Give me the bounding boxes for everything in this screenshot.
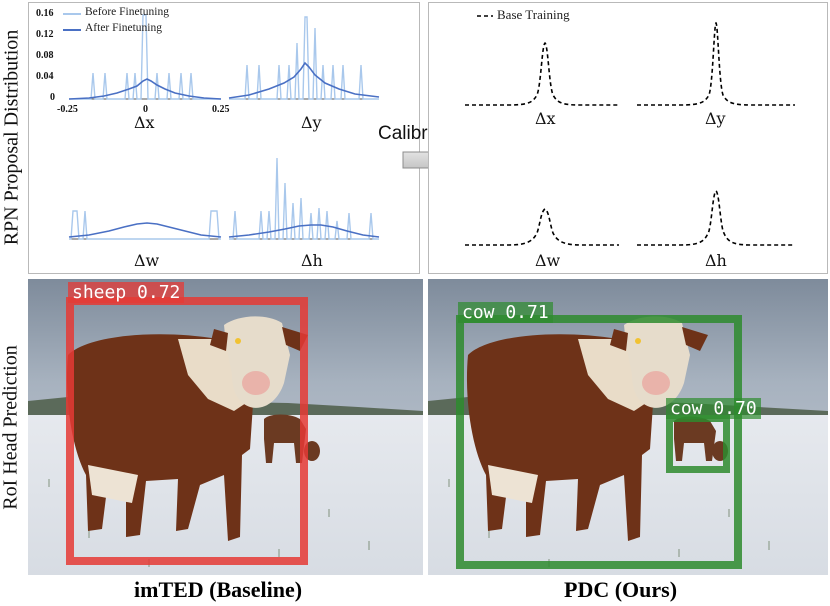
- base-label-dx: Δx: [535, 109, 556, 128]
- caption-ours: PDC (Ours): [564, 577, 678, 602]
- base-label-dw: Δw: [535, 251, 561, 270]
- label-dh: Δh: [301, 251, 323, 270]
- pdc-label-cow-large: cow 0.71: [458, 302, 553, 323]
- dh-after-series: [228, 224, 380, 238]
- roi-prediction-label: RoI Head Prediction: [0, 345, 22, 510]
- pdc-detection-photo: cow 0.71 cow 0.70: [428, 279, 828, 575]
- label-dw: Δw: [134, 251, 160, 270]
- base-dy-curve: [637, 21, 795, 106]
- baseline-detection-photo: sheep 0.72: [28, 279, 423, 575]
- legend-base-label: Base Training: [497, 7, 570, 22]
- legend-after-label: After Finetuning: [85, 22, 162, 34]
- y-tick-2: 0.08: [36, 50, 54, 61]
- y-tick-1: 0.12: [36, 29, 54, 40]
- finetuning-distribution-panel: Before Finetuning After Finetuning 0.16 …: [28, 2, 420, 274]
- dw-after-series: [68, 222, 222, 238]
- baseline-box-sheep[interactable]: [66, 297, 308, 565]
- dy-before-series: [229, 16, 379, 100]
- base-dw-curve: [465, 208, 619, 246]
- base-training-plots: [465, 15, 795, 246]
- base-label-dy: Δy: [705, 109, 726, 128]
- pdc-box-cow-large[interactable]: [456, 315, 742, 569]
- x-tick-0: -0.25: [57, 104, 78, 115]
- legend-before-label: Before Finetuning: [85, 6, 169, 18]
- y-tick-4: 0: [50, 92, 55, 103]
- base-label-dh: Δh: [705, 251, 727, 270]
- rpn-distribution-label: RPN Proposal Distribution: [0, 29, 23, 246]
- x-tick-2: 0.25: [212, 104, 230, 115]
- dy-after-series: [228, 61, 380, 99]
- label-dy: Δy: [301, 113, 322, 132]
- y-tick-0: 0.16: [36, 8, 54, 19]
- base-training-panel: Base Training Δx Δy Δw Δh: [428, 2, 828, 274]
- y-tick-3: 0.04: [36, 71, 54, 82]
- caption-baseline: imTED (Baseline): [134, 577, 303, 602]
- dh-before-series: [229, 157, 379, 240]
- dx-after-series: [68, 78, 222, 100]
- label-dx: Δx: [134, 113, 155, 132]
- pdc-box-cow-small[interactable]: [666, 415, 730, 473]
- cow-scene-image-2: [428, 279, 828, 575]
- dx-before-series: [69, 14, 221, 100]
- base-dh-curve: [637, 190, 795, 246]
- x-tick-1: 0: [143, 104, 148, 115]
- finetuning-plots: [63, 13, 380, 240]
- baseline-label-sheep: sheep 0.72: [68, 282, 185, 303]
- cow-scene-image: [28, 279, 423, 575]
- dw-before-series: [69, 210, 221, 240]
- pdc-label-cow-small: cow 0.70: [666, 398, 761, 419]
- base-dx-curve: [465, 42, 619, 106]
